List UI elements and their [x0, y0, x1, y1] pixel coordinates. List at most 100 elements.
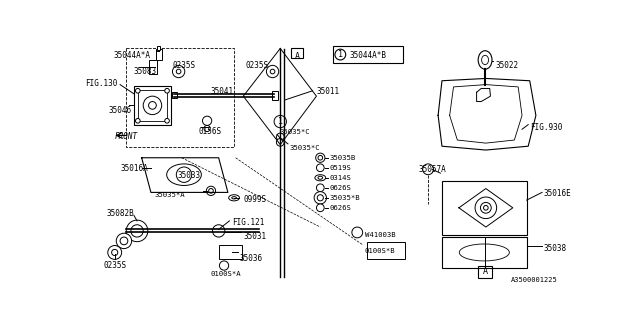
- Circle shape: [164, 88, 170, 93]
- Circle shape: [484, 205, 488, 210]
- Text: 0519S: 0519S: [330, 165, 351, 172]
- Text: FIG.130: FIG.130: [86, 79, 118, 88]
- Circle shape: [317, 195, 323, 201]
- Bar: [134, 86, 171, 124]
- Ellipse shape: [482, 55, 488, 65]
- Text: 0235S: 0235S: [246, 61, 269, 70]
- Circle shape: [335, 49, 346, 60]
- Circle shape: [108, 245, 122, 260]
- Text: 35046: 35046: [109, 106, 132, 115]
- Circle shape: [475, 197, 497, 219]
- Bar: [291, 48, 303, 59]
- Text: 35041: 35041: [211, 87, 234, 96]
- Bar: [126, 48, 234, 147]
- Circle shape: [318, 156, 323, 160]
- Text: 0100S*B: 0100S*B: [365, 248, 396, 254]
- Text: 1: 1: [338, 50, 343, 59]
- Text: 35033: 35033: [178, 171, 201, 180]
- Circle shape: [111, 249, 118, 256]
- Polygon shape: [141, 158, 228, 192]
- Circle shape: [316, 204, 324, 212]
- Bar: [478, 266, 492, 278]
- Circle shape: [316, 153, 325, 162]
- Circle shape: [176, 69, 181, 74]
- Circle shape: [481, 203, 492, 213]
- Bar: [219, 245, 242, 259]
- Polygon shape: [438, 78, 536, 150]
- Bar: [149, 60, 157, 74]
- Text: 35035*C: 35035*C: [289, 145, 320, 151]
- Circle shape: [212, 225, 225, 237]
- Text: 35022: 35022: [495, 61, 518, 70]
- Text: 0999S: 0999S: [243, 196, 266, 204]
- Text: A: A: [294, 52, 300, 61]
- Circle shape: [276, 133, 284, 141]
- Ellipse shape: [318, 176, 323, 179]
- Text: 35083: 35083: [134, 67, 157, 76]
- Circle shape: [209, 188, 213, 193]
- Ellipse shape: [460, 244, 509, 261]
- Text: 35082B: 35082B: [106, 209, 134, 218]
- Ellipse shape: [166, 164, 202, 186]
- Text: 35035*C: 35035*C: [280, 129, 310, 135]
- Text: FRONT: FRONT: [115, 132, 138, 141]
- Circle shape: [120, 237, 128, 245]
- Text: FIG.930: FIG.930: [530, 123, 562, 132]
- Text: 0100S*A: 0100S*A: [211, 271, 241, 277]
- Text: 0235S: 0235S: [103, 261, 126, 270]
- Text: 35044A*B: 35044A*B: [349, 51, 387, 60]
- Bar: [157, 46, 160, 50]
- Ellipse shape: [315, 175, 326, 181]
- Bar: [156, 49, 162, 60]
- Bar: [333, 46, 403, 63]
- Text: 35035B: 35035B: [330, 156, 356, 161]
- Circle shape: [206, 186, 216, 196]
- Circle shape: [276, 139, 284, 146]
- Text: 35038: 35038: [543, 244, 567, 253]
- Circle shape: [172, 65, 185, 78]
- Circle shape: [270, 69, 275, 74]
- Circle shape: [131, 225, 143, 237]
- Circle shape: [143, 96, 162, 115]
- Circle shape: [274, 116, 287, 128]
- Circle shape: [202, 116, 212, 125]
- Text: 0626S: 0626S: [330, 186, 351, 191]
- Circle shape: [176, 167, 192, 182]
- Bar: [367, 243, 405, 260]
- Text: 35031: 35031: [243, 232, 266, 241]
- Text: 35016A: 35016A: [120, 164, 148, 173]
- Bar: [172, 92, 177, 99]
- Text: A: A: [483, 267, 488, 276]
- Circle shape: [136, 88, 140, 93]
- Circle shape: [422, 164, 433, 175]
- Circle shape: [116, 233, 132, 249]
- Text: 35036: 35036: [239, 254, 262, 263]
- Circle shape: [136, 118, 140, 123]
- Circle shape: [126, 220, 148, 242]
- Text: 35035*B: 35035*B: [330, 196, 360, 202]
- Circle shape: [220, 261, 228, 270]
- Text: 35016E: 35016E: [543, 189, 572, 198]
- Text: 35044A*A: 35044A*A: [114, 51, 151, 60]
- Text: 35035*A: 35035*A: [155, 192, 186, 198]
- Circle shape: [316, 184, 324, 192]
- Ellipse shape: [228, 195, 239, 201]
- Text: 1: 1: [278, 117, 283, 126]
- Circle shape: [204, 125, 210, 132]
- Circle shape: [164, 118, 170, 123]
- Ellipse shape: [232, 196, 236, 199]
- Circle shape: [314, 192, 326, 204]
- Bar: [442, 181, 527, 235]
- Ellipse shape: [478, 51, 492, 69]
- Text: 35057A: 35057A: [419, 165, 447, 174]
- Text: A3500001225: A3500001225: [511, 277, 558, 283]
- Text: 35011: 35011: [316, 87, 340, 96]
- Bar: [442, 237, 527, 268]
- Text: W41003B: W41003B: [365, 232, 396, 238]
- Text: FIG.121: FIG.121: [232, 218, 264, 227]
- Circle shape: [352, 227, 363, 238]
- Bar: [272, 91, 278, 100]
- Text: 0156S: 0156S: [198, 127, 222, 136]
- Circle shape: [148, 101, 156, 109]
- Circle shape: [316, 164, 324, 172]
